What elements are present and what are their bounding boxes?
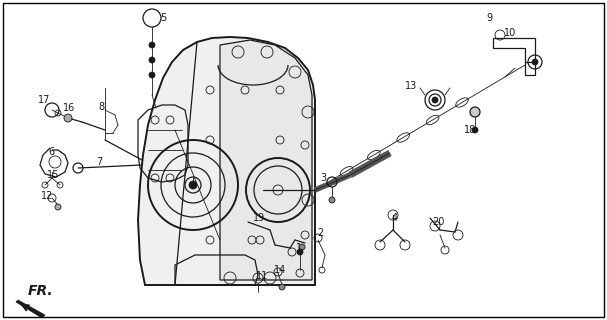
- Text: 15: 15: [47, 170, 59, 180]
- Text: 5: 5: [160, 13, 166, 23]
- Circle shape: [432, 97, 438, 103]
- Circle shape: [532, 59, 538, 65]
- Circle shape: [149, 72, 155, 78]
- Text: 7: 7: [96, 157, 102, 167]
- Text: 13: 13: [405, 81, 417, 91]
- Text: 19: 19: [253, 213, 265, 223]
- Text: 16: 16: [63, 103, 75, 113]
- Circle shape: [55, 204, 61, 210]
- Text: 14: 14: [274, 265, 286, 275]
- Text: 2: 2: [317, 228, 323, 238]
- Text: 10: 10: [504, 28, 516, 38]
- Text: 9: 9: [486, 13, 492, 23]
- Circle shape: [149, 42, 155, 48]
- Text: 1: 1: [296, 243, 302, 253]
- Circle shape: [189, 181, 197, 189]
- Text: 3: 3: [320, 173, 326, 183]
- Text: FR.: FR.: [28, 284, 53, 298]
- Text: 12: 12: [41, 191, 53, 201]
- Polygon shape: [138, 37, 315, 285]
- Circle shape: [329, 197, 335, 203]
- Circle shape: [472, 127, 478, 133]
- Text: 11: 11: [256, 271, 268, 281]
- Text: 8: 8: [98, 102, 104, 112]
- Text: 4: 4: [392, 213, 398, 223]
- Circle shape: [149, 57, 155, 63]
- Text: 20: 20: [432, 217, 444, 227]
- Text: 18: 18: [464, 125, 476, 135]
- Polygon shape: [16, 300, 45, 318]
- Circle shape: [470, 107, 480, 117]
- Circle shape: [299, 244, 305, 250]
- Text: 17: 17: [38, 95, 50, 105]
- Polygon shape: [220, 40, 312, 280]
- Text: 6: 6: [48, 147, 54, 157]
- Circle shape: [297, 249, 303, 255]
- Circle shape: [64, 114, 72, 122]
- Circle shape: [279, 284, 285, 290]
